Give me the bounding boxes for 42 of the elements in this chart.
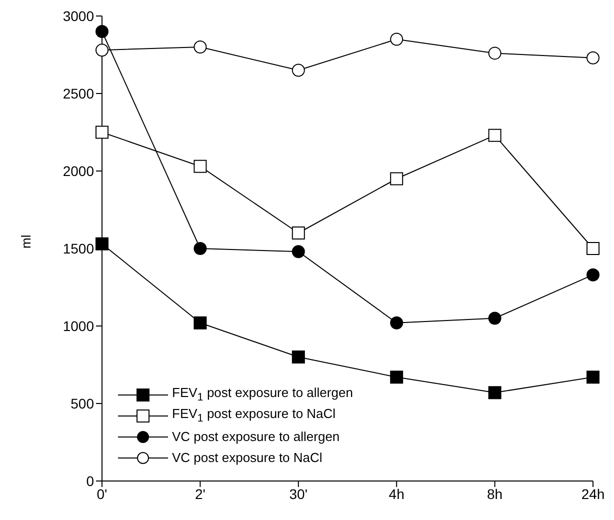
- x-tick-label: 24h: [581, 486, 605, 502]
- point: [390, 316, 404, 330]
- point: [390, 172, 404, 186]
- x-tick-label: 2': [194, 486, 206, 502]
- point: [488, 46, 502, 60]
- point: [194, 242, 207, 255]
- point: [194, 40, 207, 54]
- legend-label: VC post exposure to NaCl: [172, 450, 322, 465]
- y-axis-title: ml: [18, 234, 34, 248]
- legend-label: FEV$_{1}$ post exposure to NaCl: [172, 406, 336, 425]
- point: [586, 242, 600, 255]
- x-tick-label: 4h: [388, 486, 404, 502]
- point: [488, 312, 502, 325]
- y-tick-label: 0: [86, 472, 94, 489]
- y-tick-label: 1000: [62, 318, 94, 334]
- point: [96, 44, 108, 57]
- point: [96, 237, 108, 250]
- y-tick-label: 500: [70, 395, 94, 412]
- point: [390, 32, 404, 46]
- y-tick-label: 3000: [62, 8, 94, 24]
- point: [194, 160, 207, 173]
- x-tick-label: 8h: [487, 486, 503, 502]
- point: [292, 245, 305, 258]
- point: [292, 350, 305, 364]
- point: [292, 64, 305, 77]
- point: [194, 316, 207, 330]
- point: [586, 51, 600, 64]
- point: [390, 370, 404, 384]
- point: [96, 25, 108, 38]
- point: [292, 226, 305, 240]
- point: [586, 268, 600, 282]
- y-tick-label: 2000: [62, 162, 94, 179]
- point: [488, 128, 502, 142]
- x-tick-label: 0': [96, 486, 108, 502]
- x-tick-label: 30': [289, 486, 308, 502]
- point: [586, 370, 600, 384]
- y-tick-label: 1500: [62, 240, 94, 256]
- point: [488, 386, 502, 400]
- y-tick-label: 2500: [62, 85, 94, 102]
- legend-label: VC post exposure to allergen: [172, 429, 340, 444]
- legend-label: FEV$_{1}$ post exposure to allergen: [172, 385, 353, 404]
- point: [96, 126, 108, 139]
